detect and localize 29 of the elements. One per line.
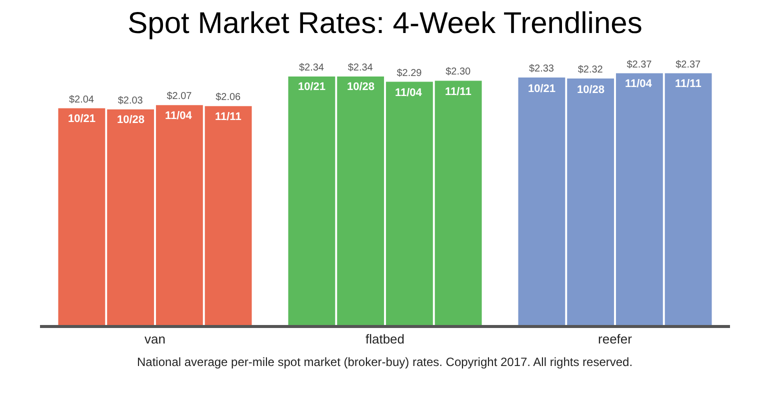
- data-label: $2.37: [676, 59, 702, 70]
- text: 10/21: [528, 83, 556, 95]
- data-label: $2.32: [578, 64, 604, 76]
- x-tick-label: reefer: [598, 332, 633, 347]
- text: 10/21: [68, 113, 96, 125]
- data-label: $2.33: [528, 64, 554, 74]
- data-label: $2.03: [118, 95, 144, 106]
- data-label: $2.34: [298, 62, 324, 74]
- series-label: 11/11: [675, 78, 702, 90]
- data-label: $2.29: [396, 68, 422, 79]
- text: 11/04: [165, 110, 192, 122]
- data-label: $2.34: [348, 62, 374, 74]
- x-tick-label: flatbed: [365, 332, 405, 347]
- text: 11/11: [215, 111, 242, 123]
- x-tick-label: van: [144, 332, 166, 347]
- text: 10/28: [577, 84, 605, 96]
- text: 11/11: [445, 86, 472, 98]
- text: 11/04: [395, 87, 422, 99]
- text: National average per-mile spot market (broker-buy) rates. Copyright 2017. All rights reserved.: [137, 355, 633, 369]
- data-label: $2.06: [216, 92, 242, 104]
- text: 10/28: [117, 114, 145, 126]
- series-label: 11/04: [625, 78, 653, 90]
- series-label: 10/21: [298, 81, 326, 93]
- data-label: $2.04: [68, 94, 94, 106]
- data-label: $2.30: [446, 66, 472, 78]
- chart-title: Spot Market Rates: 4-Week Trendlines: [128, 7, 642, 40]
- data-label: $2.07: [166, 91, 192, 102]
- data-label: $2.37: [626, 59, 652, 70]
- series-label: 10/28: [347, 81, 375, 93]
